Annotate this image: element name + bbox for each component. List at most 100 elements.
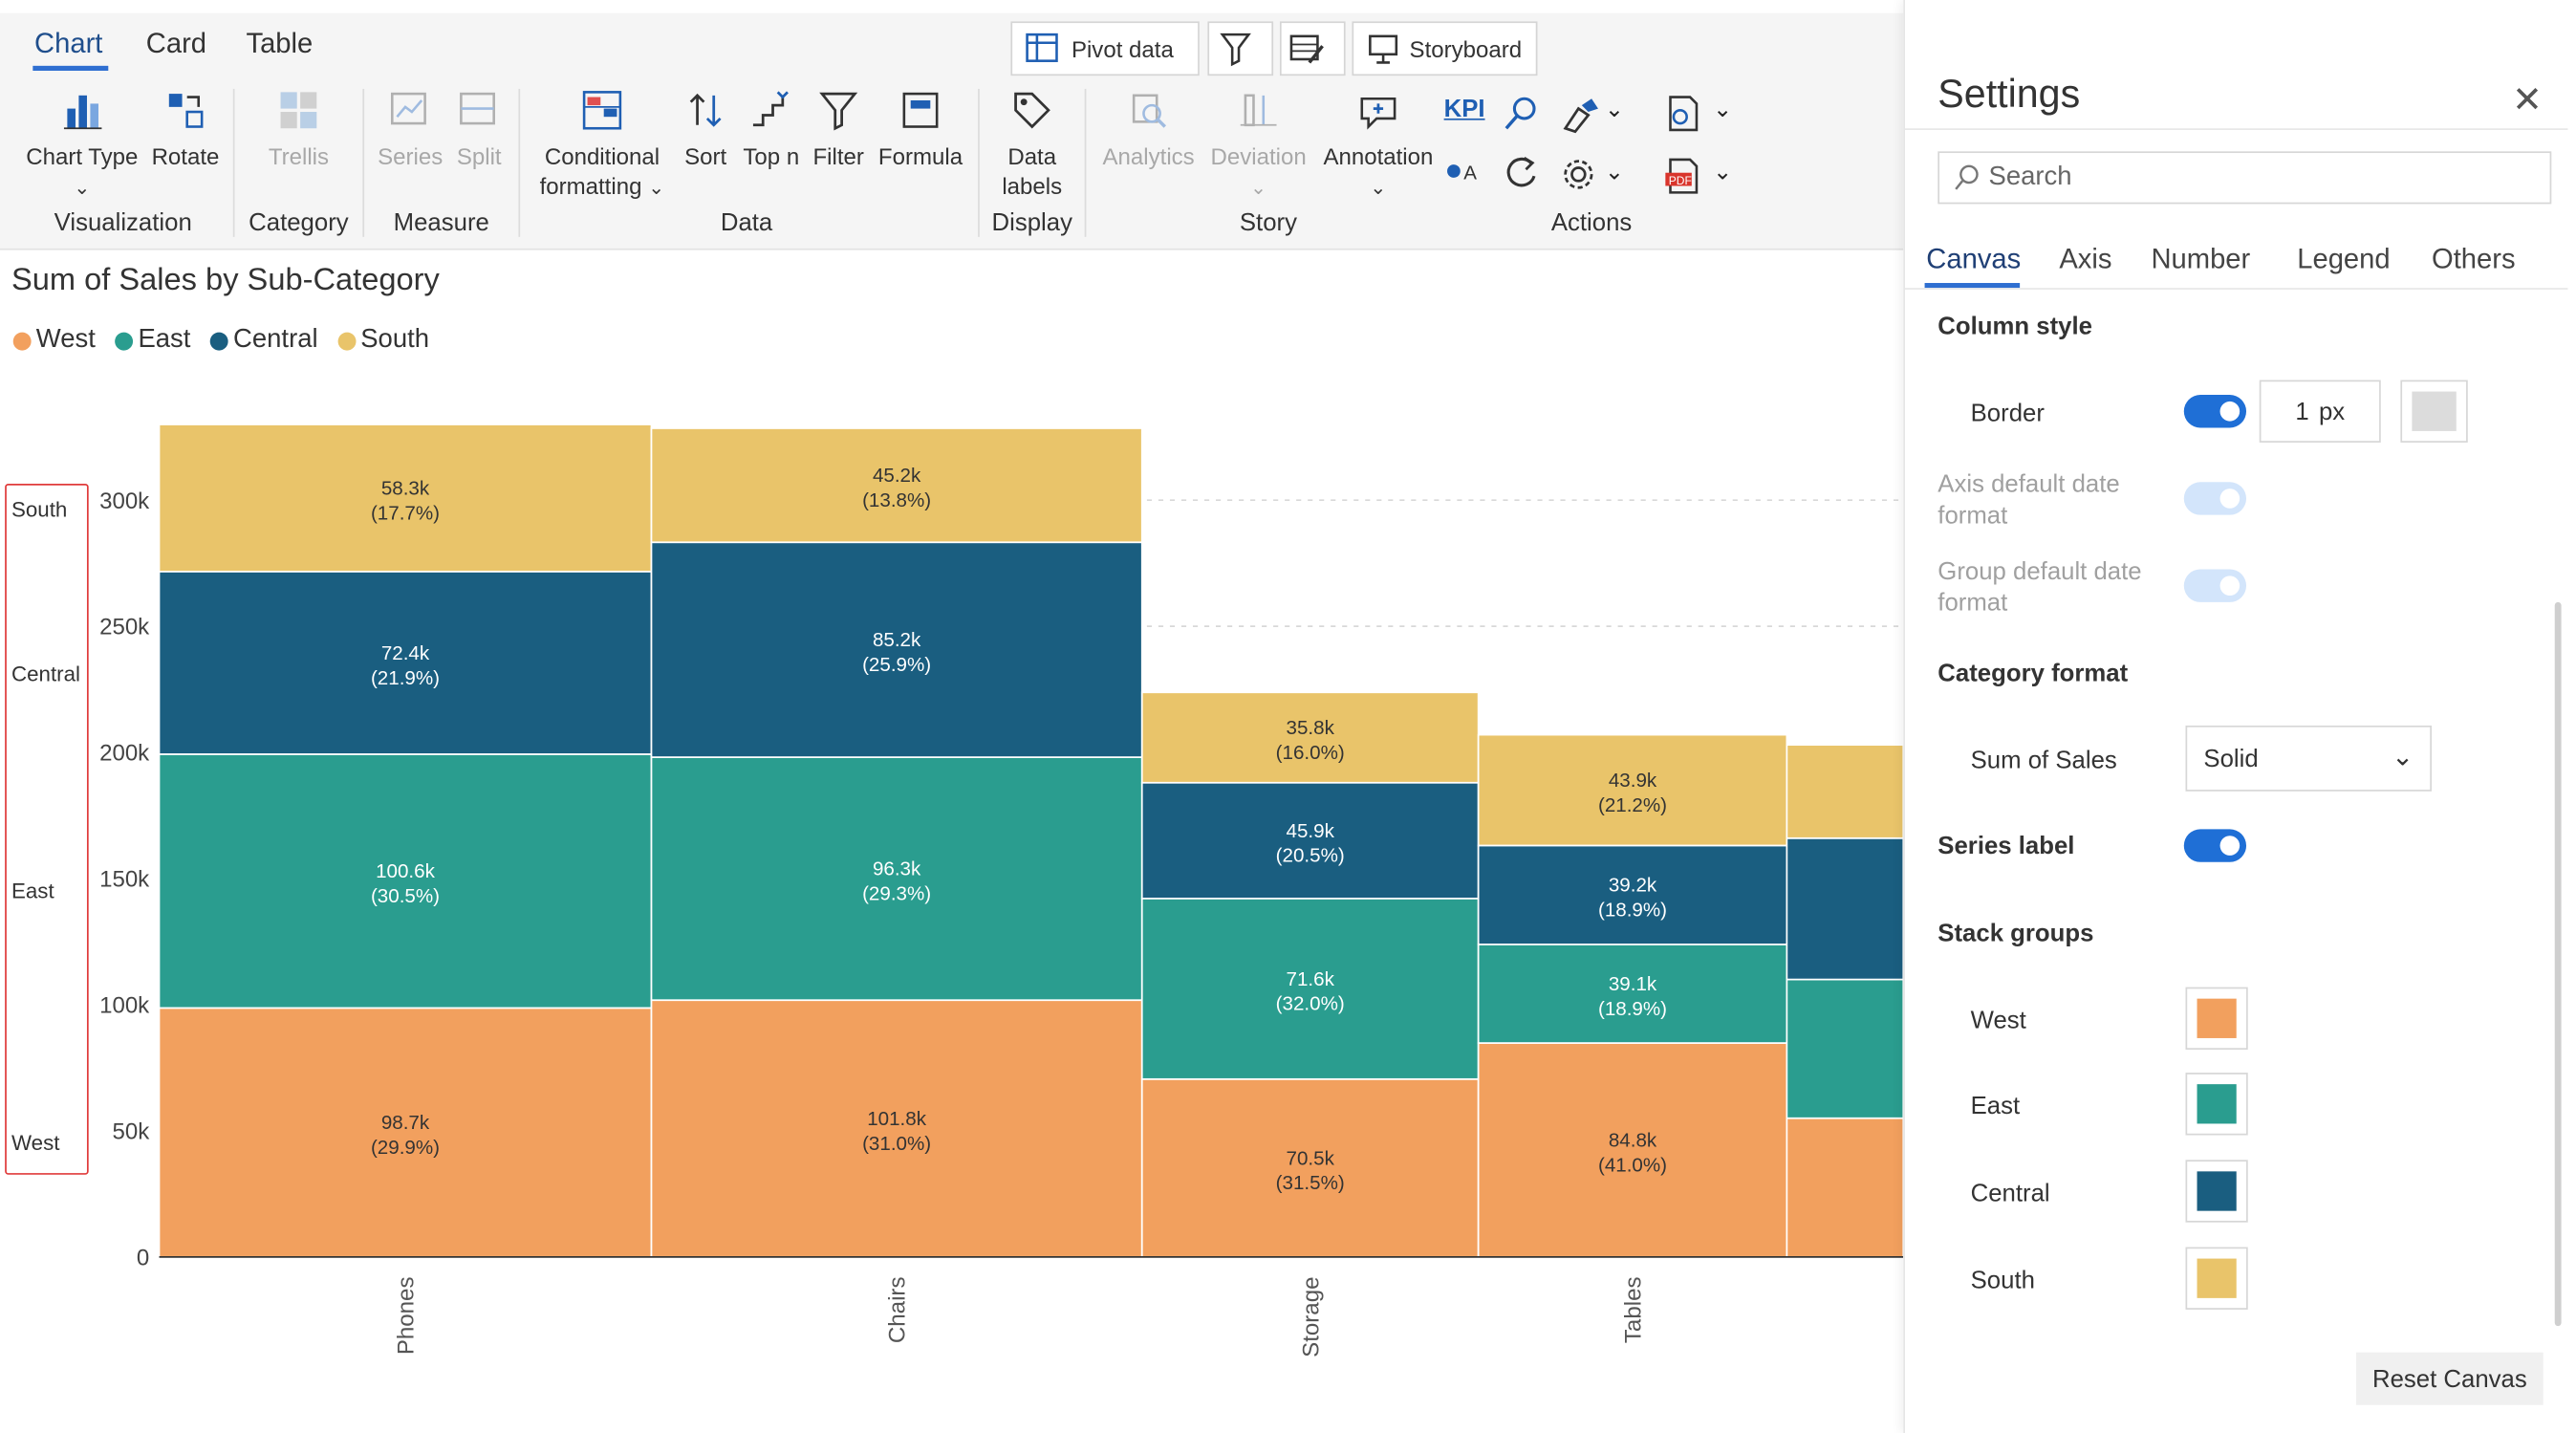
data-label: 96.3k (873, 858, 921, 880)
sum-of-sales-style-select[interactable]: Solid ⌄ (2185, 725, 2433, 792)
bar-segment-central[interactable] (650, 541, 1143, 758)
bar-segment-south[interactable] (1786, 744, 1904, 839)
tab-card[interactable]: Card (145, 28, 207, 59)
bar-segment-east[interactable] (1140, 898, 1480, 1080)
series-button[interactable]: Series (374, 89, 446, 171)
bar-segment-east[interactable] (1786, 978, 1904, 1119)
settings-scrollbar[interactable] (2554, 601, 2562, 1327)
table-edit-button[interactable] (1279, 21, 1346, 76)
settings-panel: Settings ✕ Search Canvas Axis Number Leg… (1903, 0, 2576, 1433)
refresh-icon[interactable] (1503, 155, 1539, 191)
storyboard-button[interactable]: Storyboard (1352, 21, 1538, 76)
svg-text:A: A (1463, 163, 1477, 185)
reset-canvas-button[interactable]: Reset Canvas (2356, 1352, 2544, 1405)
bar-segment-west[interactable] (1786, 1117, 1904, 1258)
data-labels-button[interactable]: Data labels (994, 89, 1070, 201)
top-n-label: Top n (743, 142, 800, 170)
border-toggle[interactable] (2183, 395, 2247, 428)
data-label-percent: (31.5%) (1276, 1172, 1345, 1194)
stack-color-east[interactable] (2185, 1073, 2248, 1136)
bar-segment-east[interactable] (158, 753, 653, 1010)
tab-table[interactable]: Table (246, 28, 314, 59)
bar-segment-central[interactable] (1477, 844, 1788, 945)
bar-segment-east[interactable] (650, 756, 1143, 1002)
group-display: Display (991, 208, 1072, 237)
series-label-icon[interactable]: A (1444, 158, 1483, 185)
bar-segment-central[interactable] (1786, 836, 1904, 981)
settings-tab-legend[interactable]: Legend (2297, 243, 2391, 275)
group-story: Story (1239, 208, 1297, 237)
legend-item-west[interactable]: West (12, 326, 96, 356)
border-color-swatch[interactable] (2400, 380, 2468, 443)
analytics-icon (1132, 94, 1166, 128)
bar-segment-west[interactable] (158, 1007, 653, 1258)
formula-button[interactable]: Formula (877, 89, 965, 171)
settings-tab-axis[interactable]: Axis (2059, 243, 2112, 275)
top-n-button[interactable]: Top n (738, 89, 804, 171)
gear-icon[interactable] (1559, 155, 1598, 194)
chevron-down-icon[interactable]: ⌄ (1713, 95, 1733, 122)
storyboard-label: Storyboard (1409, 35, 1523, 62)
rotate-label: Rotate (151, 142, 220, 170)
data-label: 35.8k (1287, 717, 1335, 739)
group-date-format-toggle[interactable] (2183, 569, 2247, 602)
bar-segment-south[interactable] (1140, 691, 1480, 784)
legend-item-south[interactable]: South (337, 326, 429, 356)
bar-segment-east[interactable] (1477, 944, 1788, 1044)
series-label-heading: Series label (1937, 832, 2075, 861)
rotate-button[interactable]: Rotate (147, 89, 223, 171)
deviation-button[interactable]: Deviation ⌄ (1207, 89, 1309, 203)
close-icon[interactable]: ✕ (2512, 78, 2543, 120)
bar-segment-central[interactable] (1140, 781, 1480, 900)
axis-date-format-label: Axis default date format (1937, 470, 2120, 531)
stack-group-central-label: Central (1970, 1179, 2050, 1208)
pdf-icon[interactable]: PDF (1660, 155, 1706, 198)
paint-brush-icon[interactable] (1559, 96, 1602, 135)
export-settings-icon[interactable] (1660, 92, 1706, 135)
data-labels-label-1: Data (1007, 142, 1057, 170)
conditional-formatting-button[interactable]: Conditional formatting ⌄ (535, 89, 670, 203)
legend-dot (115, 331, 134, 350)
bar-segment-south[interactable] (158, 423, 653, 573)
search-chart-icon[interactable] (1500, 92, 1543, 135)
bar-segment-south[interactable] (1477, 733, 1788, 847)
tab-underline (32, 65, 109, 72)
legend-item-east[interactable]: East (115, 326, 190, 356)
settings-tab-canvas[interactable]: Canvas (1926, 243, 2022, 275)
pivot-data-button[interactable]: Pivot data (1010, 21, 1200, 76)
stack-color-south[interactable] (2185, 1247, 2248, 1310)
chart-type-button[interactable]: Chart Type ⌄ (23, 89, 141, 203)
stack-color-central[interactable] (2185, 1160, 2248, 1223)
chart-legend: West East Central South (12, 326, 429, 356)
settings-search-input[interactable]: Search (1937, 151, 2552, 205)
bar-segment-west[interactable] (1140, 1077, 1480, 1258)
kpi-button[interactable]: KPI (1443, 95, 1485, 124)
bar-segment-central[interactable] (158, 571, 653, 755)
analytics-button[interactable]: Analytics (1099, 89, 1198, 171)
axis-date-format-toggle[interactable] (2183, 482, 2247, 515)
split-button[interactable]: Split (446, 89, 512, 171)
stack-color-west[interactable] (2185, 987, 2248, 1050)
bar-segment-south[interactable] (650, 427, 1143, 544)
annotation-button[interactable]: Annotation ⌄ (1319, 89, 1438, 203)
tab-chart[interactable]: Chart (34, 28, 103, 59)
settings-tab-others[interactable]: Others (2432, 243, 2516, 275)
trellis-button[interactable]: Trellis (259, 89, 337, 171)
data-label-percent: (21.2%) (1598, 794, 1667, 816)
settings-tab-number[interactable]: Number (2151, 243, 2251, 275)
settings-title: Settings (1937, 72, 2081, 118)
filter-icon (819, 92, 858, 131)
chevron-down-icon[interactable]: ⌄ (1713, 158, 1733, 185)
sort-button[interactable]: Sort (680, 89, 732, 171)
filter-pin-button[interactable] (1207, 21, 1274, 76)
filter-button[interactable]: Filter (811, 89, 866, 171)
search-icon (1955, 164, 1979, 190)
chevron-down-icon[interactable]: ⌄ (1604, 158, 1624, 185)
data-label: 85.2k (873, 629, 921, 651)
legend-item-central[interactable]: Central (210, 326, 318, 356)
chevron-down-icon[interactable]: ⌄ (1604, 95, 1624, 122)
data-label-percent: (31.0%) (862, 1133, 931, 1155)
series-label-toggle[interactable] (2183, 829, 2247, 862)
border-label: Border (1970, 400, 2045, 428)
border-width-input[interactable]: 1 px (2259, 380, 2381, 443)
